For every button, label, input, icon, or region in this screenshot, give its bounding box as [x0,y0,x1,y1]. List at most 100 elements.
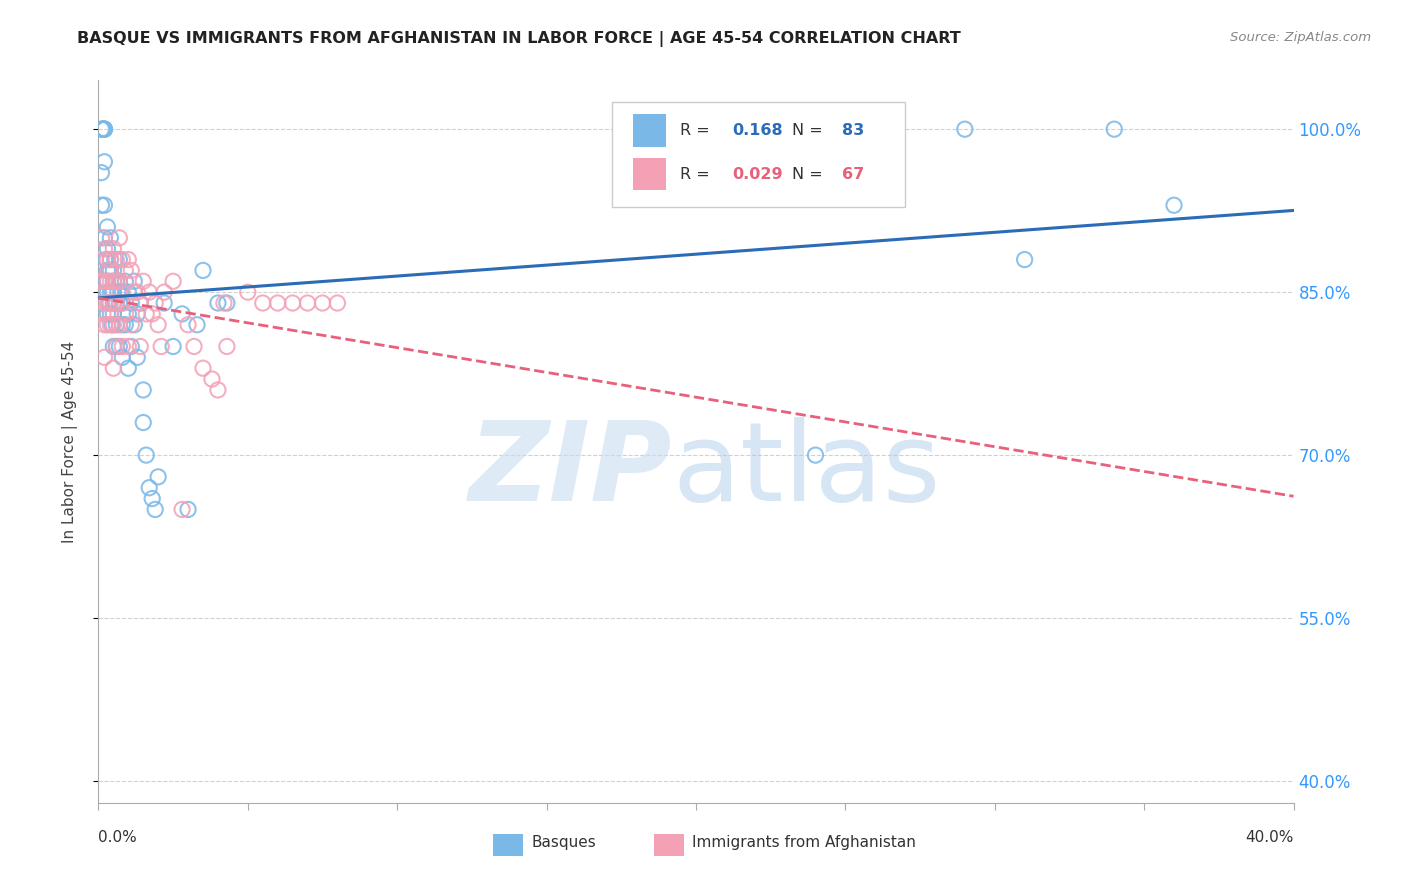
Point [103,296,125,310]
Point [94,274,117,288]
Point [177,318,200,332]
Point [96,318,118,332]
Point [111,351,134,365]
Point [105,274,128,288]
Text: N =: N = [792,167,828,182]
Point [105,274,128,288]
Point [97,263,120,277]
Point [93,122,115,136]
Point [96,307,118,321]
Text: 0.0%: 0.0% [98,830,138,845]
Point [111,318,134,332]
Point [96,219,118,234]
Point [105,296,128,310]
Point [138,481,160,495]
Point [117,285,139,300]
Point [111,296,134,310]
Text: R =: R = [681,167,716,182]
Point [1163,198,1185,212]
Point [132,274,155,288]
Point [141,307,163,321]
Point [101,285,124,300]
Point [281,296,304,310]
Point [90,274,112,288]
Point [138,285,160,300]
Text: BASQUE VS IMMIGRANTS FROM AFGHANISTAN IN LABOR FORCE | AGE 45-54 CORRELATION CHA: BASQUE VS IMMIGRANTS FROM AFGHANISTAN IN… [77,31,962,47]
Text: Source: ZipAtlas.com: Source: ZipAtlas.com [1230,31,1371,45]
Point [129,296,152,310]
Point [311,296,333,310]
Point [98,252,122,267]
Text: 0.029: 0.029 [733,167,783,182]
Point [117,339,139,353]
Point [101,318,124,332]
Bar [633,114,666,147]
Point [148,318,170,332]
Point [93,231,115,245]
Point [98,318,122,332]
Point [108,252,131,267]
Point [93,318,115,332]
Point [96,242,118,256]
Point [96,285,118,300]
Point [297,296,319,310]
Point [111,296,134,310]
Point [236,285,259,300]
Point [103,274,125,288]
Text: ZIP: ZIP [468,417,672,524]
Point [98,285,122,300]
Point [114,274,136,288]
Point [105,252,128,267]
Text: R =: R = [681,123,716,138]
Point [103,274,125,288]
Point [98,252,122,267]
Point [108,339,131,353]
Text: 40.0%: 40.0% [1246,830,1294,845]
Point [94,252,117,267]
Point [108,318,131,332]
Bar [654,834,685,855]
Point [98,296,122,310]
Point [1104,122,1126,136]
Point [96,252,118,267]
Point [177,502,200,516]
Point [110,285,132,300]
Point [111,252,134,267]
Text: 0.168: 0.168 [733,123,783,138]
Point [120,263,142,277]
Point [129,296,152,310]
Point [117,252,139,267]
Point [103,307,125,321]
Point [252,296,274,310]
Point [162,339,184,353]
Point [97,296,120,310]
Point [804,448,827,462]
Point [93,122,115,136]
Y-axis label: In Labor Force | Age 45-54: In Labor Force | Age 45-54 [62,341,77,542]
Point [90,198,112,212]
Point [96,274,118,288]
Point [98,231,122,245]
Text: Basques: Basques [531,835,596,850]
Point [93,274,115,288]
Text: atlas: atlas [672,417,941,524]
Point [103,296,125,310]
Point [172,502,194,516]
Point [117,307,139,321]
Point [215,296,238,310]
Point [143,502,166,516]
Point [953,122,976,136]
Point [105,339,128,353]
Point [98,307,122,321]
Point [120,339,142,353]
Point [91,307,114,321]
Point [105,339,128,353]
Point [191,361,214,376]
Point [104,252,127,267]
Point [132,416,155,430]
Point [108,296,131,310]
Point [103,318,125,332]
Point [93,154,115,169]
Point [191,263,214,277]
Point [124,274,146,288]
